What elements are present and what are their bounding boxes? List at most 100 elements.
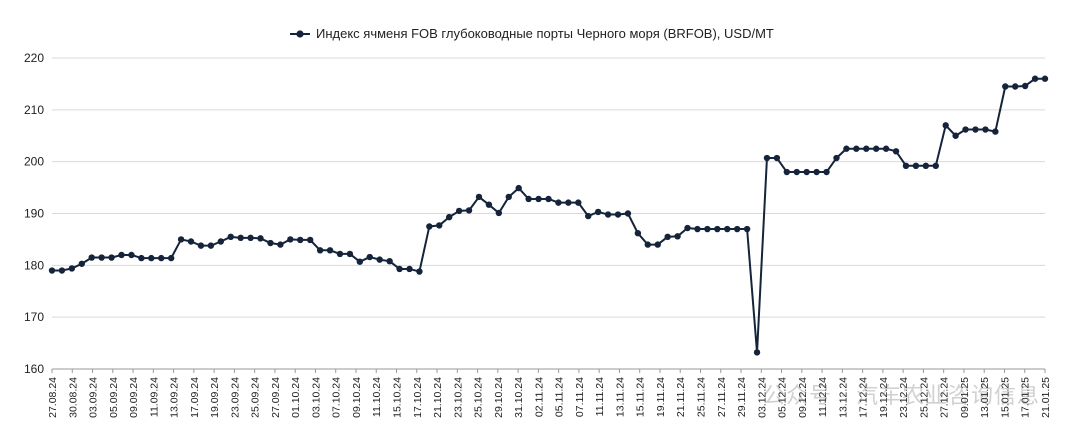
data-point — [753, 349, 761, 356]
x-tick-label: 03.12.24 — [756, 377, 768, 418]
x-tick-label: 07.11.24 — [574, 377, 586, 417]
x-tick-label: 09.01.25 — [959, 377, 971, 418]
data-point — [386, 257, 393, 265]
data-point — [426, 223, 433, 230]
data-point — [654, 241, 661, 248]
data-point — [952, 132, 959, 139]
data-point — [138, 254, 145, 262]
y-axis: 160 170 180 190 200 210 220 — [24, 51, 44, 376]
data-point — [634, 229, 642, 237]
data-point — [972, 126, 979, 133]
data-point — [604, 211, 612, 218]
data-point — [128, 251, 135, 259]
data-point — [515, 184, 522, 192]
x-tick-label: 15.01.25 — [999, 377, 1011, 418]
x-tick-label: 01.10.24 — [290, 377, 302, 418]
data-point — [455, 207, 463, 215]
data-point — [187, 238, 195, 245]
data-point — [197, 242, 205, 249]
x-tick-label: 05.09.24 — [108, 377, 120, 418]
x-tick-label: 11.12.24 — [817, 377, 829, 417]
x-tick-label: 13.11.24 — [614, 377, 626, 417]
x-tick-label: 19.11.24 — [655, 377, 667, 417]
x-tick-label: 13.01.25 — [979, 377, 991, 418]
data-point — [267, 239, 274, 247]
data-point — [297, 236, 304, 244]
data-point — [465, 207, 473, 214]
data-point — [68, 265, 76, 272]
data-point — [644, 241, 651, 248]
legend-label: Индекс ячменя FOB глубоководные порты Че… — [316, 26, 774, 41]
data-point — [326, 247, 334, 254]
x-tick-label: 19.12.24 — [878, 377, 890, 418]
y-tick-label: 190 — [24, 207, 44, 221]
data-point — [316, 247, 324, 254]
x-tick-label: 11.10.24 — [371, 377, 383, 417]
x-tick-label: 19.09.24 — [209, 377, 221, 418]
series-line — [52, 77, 1045, 354]
data-point — [892, 148, 900, 155]
data-point — [823, 168, 830, 176]
data-point — [237, 234, 244, 242]
x-tick-label: 05.12.24 — [777, 377, 789, 418]
x-tick-label: 25.09.24 — [250, 377, 262, 418]
data-point — [336, 250, 344, 258]
data-point — [793, 168, 800, 176]
y-tick-label: 160 — [24, 362, 44, 376]
x-tick-label: 05.11.24 — [554, 377, 566, 417]
data-point — [783, 168, 791, 176]
x-tick-label: 25.10.24 — [473, 377, 485, 418]
x-tick-label: 03.09.24 — [88, 377, 100, 418]
data-point — [992, 128, 999, 135]
data-point — [833, 154, 840, 162]
data-point — [167, 254, 175, 262]
data-point — [743, 225, 751, 233]
data-point — [813, 168, 820, 176]
x-tick-label: 02.11.24 — [533, 377, 545, 417]
data-point — [585, 212, 592, 220]
data-point — [495, 209, 503, 217]
data-point — [98, 254, 105, 261]
data-point — [505, 193, 512, 201]
x-tick-label: 30.08.24 — [67, 377, 79, 418]
data-point — [396, 265, 403, 273]
data-point — [674, 233, 681, 240]
data-point — [714, 225, 721, 233]
data-point — [1002, 83, 1009, 90]
y-tick-label: 220 — [24, 51, 44, 65]
x-tick-label: 17.10.24 — [412, 377, 424, 418]
data-point — [1031, 75, 1039, 82]
x-tick-label: 09.12.24 — [797, 377, 809, 418]
x-tick-label: 29.10.24 — [493, 377, 505, 418]
data-point — [416, 268, 423, 275]
series-layer — [48, 75, 1049, 356]
data-point — [207, 242, 215, 249]
x-tick-label: 27.11.24 — [716, 377, 728, 417]
data-point — [1012, 83, 1019, 90]
x-tick-label: 23.12.24 — [898, 377, 910, 418]
data-point — [932, 162, 939, 170]
data-point — [535, 195, 542, 203]
legend-dot-marker — [296, 30, 304, 38]
legend: Индекс ячменя FOB глубоководные порты Че… — [290, 26, 774, 41]
data-point — [575, 199, 582, 206]
data-point — [694, 225, 701, 233]
x-tick-label: 13.09.24 — [169, 377, 181, 418]
data-point — [446, 213, 453, 221]
data-point — [555, 199, 562, 206]
x-tick-label: 17.01.25 — [1020, 377, 1032, 418]
x-tick-label: 21.01.25 — [1040, 377, 1052, 418]
data-point — [545, 195, 552, 203]
grid-lines — [52, 57, 1045, 370]
data-point — [902, 162, 910, 170]
data-point — [684, 224, 691, 232]
data-point — [257, 235, 264, 242]
data-point — [366, 253, 373, 261]
data-point — [624, 210, 632, 217]
data-point — [773, 154, 781, 162]
data-point — [724, 225, 731, 233]
data-point — [525, 195, 532, 203]
data-point — [872, 145, 880, 152]
